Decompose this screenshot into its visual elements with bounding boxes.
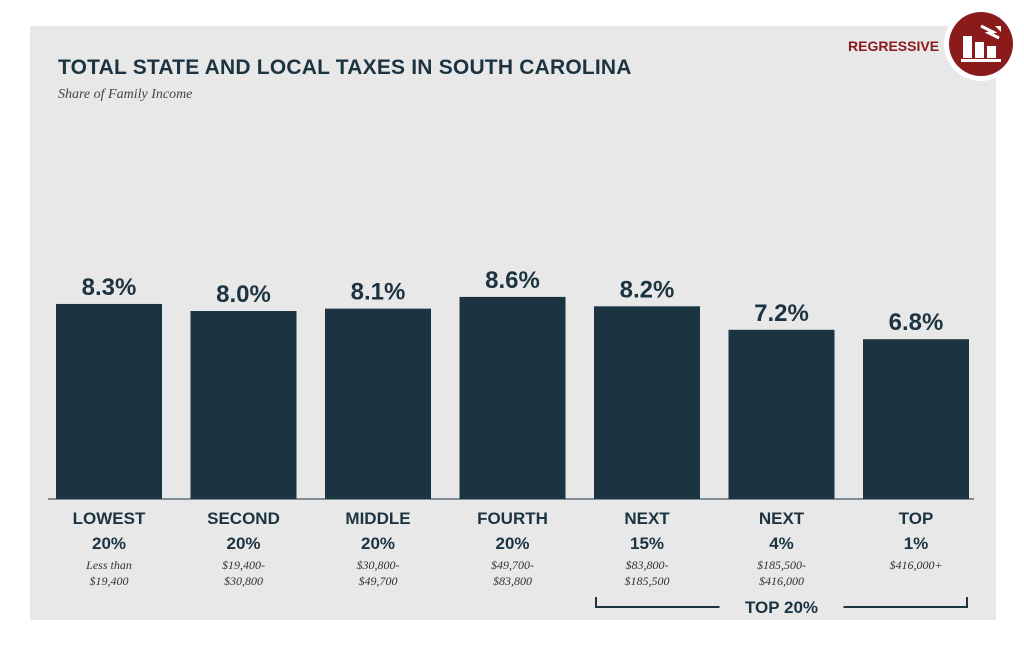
income-range-label: $30,800- — [357, 558, 400, 572]
value-label: 6.8% — [889, 309, 944, 336]
value-label: 8.1% — [351, 279, 406, 306]
chart-subtitle: Share of Family Income — [58, 87, 193, 102]
income-range-label: Less than — [85, 558, 132, 572]
category-label: 4% — [769, 534, 794, 553]
category-label: 20% — [495, 534, 529, 553]
category-label: TOP — [899, 509, 934, 528]
income-range-label: $185,500 — [625, 574, 670, 588]
bar — [56, 303, 162, 499]
category-label: 1% — [904, 534, 929, 553]
category-label: 20% — [226, 534, 260, 553]
income-range-label: $83,800 — [493, 574, 532, 588]
bar — [863, 339, 969, 499]
group-bracket — [595, 597, 720, 608]
chart-title: TOTAL STATE AND LOCAL TAXES IN SOUTH CAR… — [58, 56, 632, 79]
bar — [325, 308, 431, 499]
category-label: FOURTH — [477, 509, 548, 528]
income-range-label: $49,700 — [359, 574, 398, 588]
bar — [459, 296, 566, 499]
income-range-label: $19,400 — [90, 574, 129, 588]
bar — [594, 306, 700, 499]
category-label: 20% — [92, 534, 126, 553]
income-range-label: $83,800- — [626, 558, 669, 572]
income-range-label: $185,500- — [757, 558, 806, 572]
income-range-label: $49,700- — [491, 558, 534, 572]
category-label: SECOND — [207, 509, 280, 528]
income-range-label: $416,000+ — [889, 558, 942, 572]
group-bracket — [843, 597, 968, 608]
group-label: TOP 20% — [745, 598, 818, 617]
regressive-badge — [944, 7, 1018, 81]
category-label: LOWEST — [73, 509, 146, 528]
category-label: NEXT — [759, 509, 805, 528]
category-label: MIDDLE — [345, 509, 410, 528]
value-label: 8.3% — [82, 274, 137, 301]
category-label: NEXT — [624, 509, 670, 528]
income-range-label: $416,000 — [759, 574, 804, 588]
value-label: 8.6% — [485, 267, 540, 294]
regressive-badge-label: REGRESSIVE — [848, 38, 940, 54]
bar — [728, 329, 835, 499]
bar — [190, 311, 297, 499]
category-label: 20% — [361, 534, 395, 553]
regressive-bar-chart-icon — [949, 12, 1013, 76]
value-label: 8.2% — [620, 276, 675, 303]
value-label: 7.2% — [754, 300, 809, 327]
value-label: 8.0% — [216, 281, 271, 308]
income-range-label: $30,800 — [224, 574, 263, 588]
category-label: 15% — [630, 534, 664, 553]
income-range-label: $19,400- — [222, 558, 265, 572]
